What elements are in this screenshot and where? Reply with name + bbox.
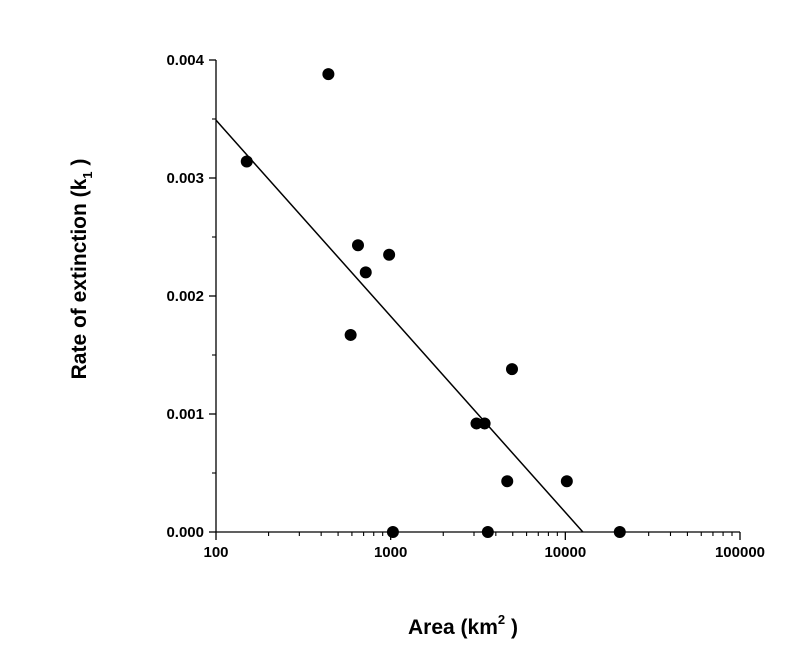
x-axis-title: Area (km2 ) bbox=[408, 612, 518, 639]
x-axis-title-superscript: 2 bbox=[498, 612, 505, 627]
data-point bbox=[501, 475, 514, 488]
data-point bbox=[240, 155, 253, 168]
data-point bbox=[322, 68, 335, 81]
data-point bbox=[386, 526, 399, 538]
data-point bbox=[613, 526, 626, 538]
data-point bbox=[383, 248, 396, 261]
y-axis-title-main: Rate of extinction (k bbox=[68, 178, 91, 379]
data-point bbox=[478, 417, 491, 430]
y-axis-title-subscript: 1 bbox=[80, 171, 95, 178]
regression-line-group bbox=[215, 119, 584, 533]
x-axis-title-main: Area (km bbox=[408, 616, 498, 639]
x-tick-label: 1000 bbox=[374, 544, 407, 561]
x-axis-title-end: ) bbox=[505, 616, 518, 639]
y-tick-label: 0.001 bbox=[166, 406, 204, 423]
y-axis: 0.000 0.001 0.002 0.003 0.004 bbox=[166, 52, 217, 541]
data-points bbox=[240, 68, 626, 538]
x-tick-label: 100 bbox=[203, 544, 228, 561]
regression-line bbox=[215, 119, 584, 533]
x-axis: 100 1000 10000 100000 bbox=[203, 531, 765, 561]
y-axis-title: Rate of extinction (k1 ) bbox=[68, 159, 95, 380]
data-point bbox=[505, 363, 518, 376]
data-point bbox=[344, 328, 357, 341]
data-point bbox=[359, 266, 372, 279]
x-tick-label: 100000 bbox=[715, 544, 765, 561]
data-point bbox=[481, 526, 494, 538]
data-point bbox=[560, 475, 573, 488]
y-axis-title-end: ) bbox=[68, 159, 91, 172]
y-tick-label: 0.000 bbox=[166, 524, 204, 541]
y-tick-label: 0.004 bbox=[166, 52, 204, 69]
x-tick-label: 10000 bbox=[544, 544, 586, 561]
data-point bbox=[351, 239, 364, 252]
y-tick-label: 0.003 bbox=[166, 170, 204, 187]
y-tick-label: 0.002 bbox=[166, 288, 204, 305]
